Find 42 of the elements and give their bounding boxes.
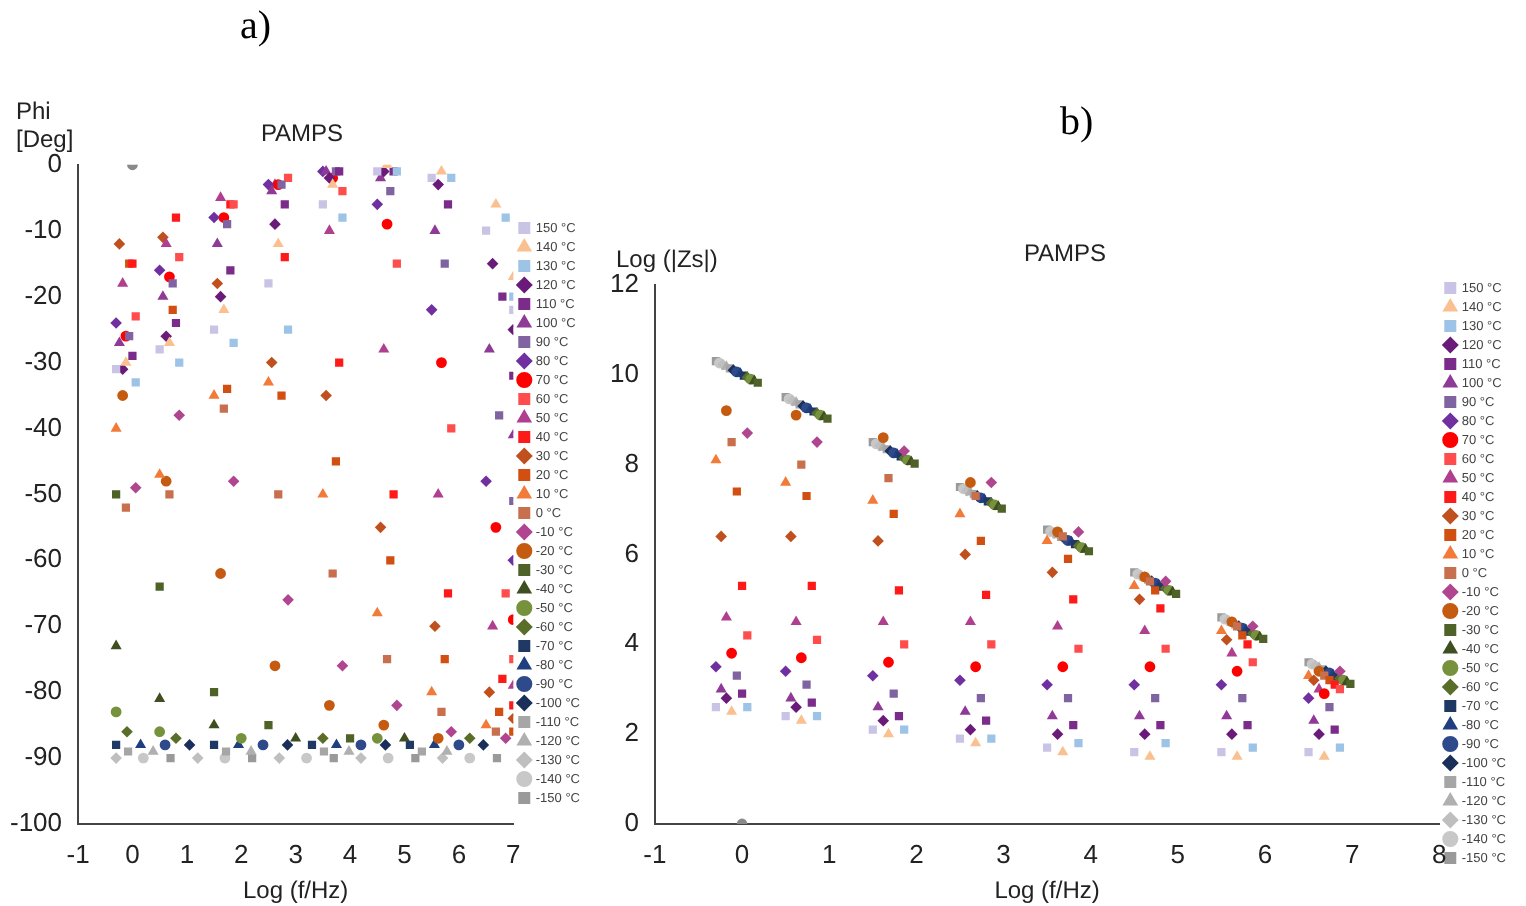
x-tick-label: 0: [125, 838, 140, 869]
x-tick-label: 6: [1257, 838, 1273, 869]
x-tick-label: -1: [66, 838, 90, 869]
x-tick-label: 7: [1344, 838, 1360, 869]
x-tick-label: 1: [821, 838, 837, 869]
x-tick-label: 1: [179, 838, 195, 869]
x-tick-label: 3: [288, 838, 303, 869]
y-tick-label: 10: [609, 357, 639, 388]
x-axis-title: Log (f/Hz): [994, 876, 1100, 905]
y-tick-label: 4: [624, 627, 639, 658]
chart-title: PAMPS: [1023, 239, 1107, 268]
y-tick-label: -40: [24, 411, 63, 442]
y-tick-label: -30: [24, 345, 63, 376]
chart-title: PAMPS: [260, 119, 344, 148]
y-tick-label: -20: [24, 279, 63, 310]
x-tick-label: -1: [643, 838, 667, 869]
y-tick-label: 2: [624, 717, 639, 748]
x-tick-label: 2: [234, 838, 249, 869]
x-tick-label: 4: [1083, 838, 1098, 869]
y-tick-label: -70: [24, 609, 63, 640]
y-tick-label: -50: [24, 477, 63, 508]
x-tick-label: 5: [1170, 838, 1186, 869]
y-tick-label: 0: [624, 807, 639, 838]
y-tick-label: 6: [624, 537, 639, 568]
x-tick-label: 7: [506, 838, 521, 869]
x-axis-title: Log (f/Hz): [242, 876, 349, 905]
text: a): [240, 4, 272, 50]
y-axis-title: Phi [Deg]: [16, 97, 74, 154]
x-tick-label: 4: [342, 838, 358, 869]
x-tick-label: 8: [1432, 838, 1447, 869]
text: b): [1060, 100, 1094, 146]
x-tick-label: 3: [996, 838, 1011, 869]
x-tick-label: 2: [909, 838, 924, 869]
y-tick-label: 8: [624, 447, 639, 478]
x-tick-label: 0: [734, 838, 750, 869]
y-tick-label: -100: [9, 807, 63, 838]
x-tick-label: 6: [451, 838, 467, 869]
y-tick-label: -80: [24, 675, 63, 706]
x-tick-label: 5: [397, 838, 412, 869]
y-tick-label: -10: [24, 213, 63, 244]
y-tick-label: -90: [24, 741, 63, 772]
y-tick-label: -60: [24, 543, 63, 574]
